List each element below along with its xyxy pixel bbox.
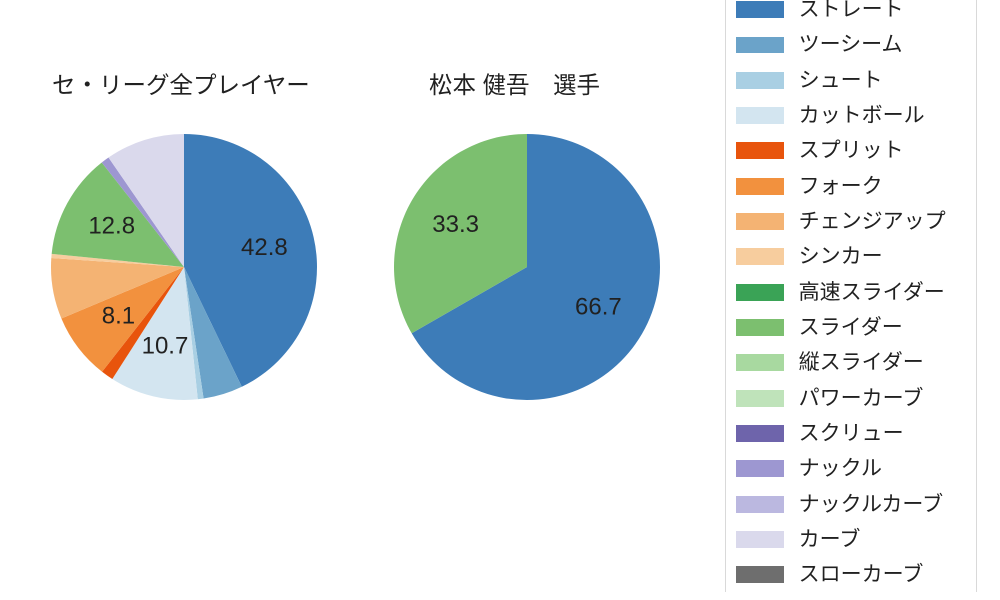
svg-text:10.7: 10.7 — [142, 333, 189, 360]
svg-text:42.8: 42.8 — [241, 234, 288, 261]
svg-text:8.1: 8.1 — [102, 302, 135, 329]
svg-text:12.8: 12.8 — [88, 213, 135, 240]
svg-text:66.7: 66.7 — [575, 294, 622, 321]
svg-text:33.3: 33.3 — [432, 211, 479, 238]
